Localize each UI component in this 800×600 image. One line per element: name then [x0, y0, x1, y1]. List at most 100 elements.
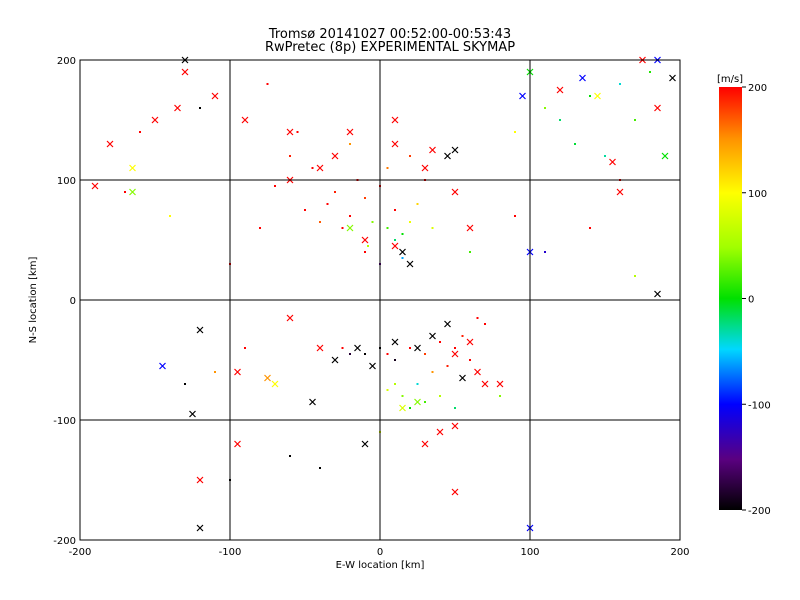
data-point: [319, 221, 321, 223]
data-point: [589, 95, 591, 97]
y-tick-label: 200: [57, 56, 76, 67]
data-point-cross: [264, 374, 271, 382]
colorbar-tick-label: -100: [748, 400, 771, 411]
data-point-cross: [609, 158, 616, 166]
data-point-cross: [556, 86, 564, 94]
data-point-cross: [429, 146, 436, 154]
y-axis-label: N-S location [km]: [28, 257, 39, 344]
data-point-cross: [174, 104, 181, 112]
data-point: [124, 191, 126, 193]
x-tick-label: 0: [377, 547, 383, 558]
colorbar-tick-label: -200: [748, 506, 771, 517]
data-point-cross: [211, 92, 219, 100]
y-tick-label: 100: [57, 176, 76, 187]
data-point: [274, 185, 276, 187]
data-point: [184, 383, 186, 385]
data-point-cross: [234, 440, 241, 448]
data-point-cross: [414, 398, 421, 406]
data-point-cross: [181, 68, 189, 76]
colorbar: [719, 87, 742, 510]
x-tick-label: 200: [670, 547, 689, 558]
data-point-cross: [654, 104, 661, 112]
data-point-cross: [399, 404, 406, 412]
chart-subtitle: RwPretec (8p) EXPERIMENTAL SKYMAP: [265, 40, 515, 55]
data-point-cross: [444, 152, 451, 160]
data-point-cross: [466, 224, 474, 232]
data-point-cross: [331, 152, 339, 160]
data-point-cross: [451, 488, 459, 496]
data-point: [514, 131, 516, 133]
data-point: [304, 209, 306, 211]
data-point: [341, 347, 344, 349]
grid-lines: [80, 60, 680, 540]
data-point-cross: [316, 344, 324, 352]
data-point: [139, 131, 141, 133]
data-point: [454, 347, 456, 349]
data-point: [559, 119, 561, 121]
x-tick-label: -200: [69, 547, 92, 558]
data-point-cross: [661, 152, 669, 160]
data-point-cross: [616, 188, 624, 196]
data-point: [544, 107, 546, 109]
data-point: [401, 395, 404, 397]
data-point: [394, 209, 396, 211]
data-point: [326, 203, 329, 205]
data-point-cross: [129, 188, 136, 196]
data-point: [199, 107, 201, 109]
data-point: [319, 467, 321, 469]
data-point: [401, 257, 404, 259]
data-points: [91, 56, 676, 532]
data-point: [514, 215, 516, 217]
data-point: [364, 251, 366, 253]
data-point-cross: [271, 380, 279, 388]
data-point: [349, 215, 351, 217]
data-point: [649, 71, 651, 73]
data-point-cross: [451, 146, 459, 154]
data-point-cross: [129, 164, 136, 172]
data-point: [386, 353, 389, 355]
data-point: [634, 119, 636, 121]
data-point: [334, 191, 336, 193]
data-point-cross: [594, 92, 601, 100]
data-point: [446, 365, 449, 367]
data-point-cross: [309, 398, 316, 406]
data-point-cross: [331, 356, 339, 364]
data-point: [409, 155, 411, 157]
data-point-cross: [436, 428, 444, 436]
colorbar-ticks: -200 -100 0 100 200: [742, 83, 771, 517]
data-point: [364, 197, 366, 199]
data-point: [424, 353, 426, 355]
data-point: [364, 353, 366, 355]
data-point-cross: [481, 380, 489, 388]
data-point: [409, 221, 411, 223]
data-point-cross: [406, 260, 414, 268]
data-point: [416, 203, 419, 205]
data-point-cross: [106, 140, 114, 148]
data-point-cross: [234, 368, 241, 376]
data-point: [439, 395, 441, 397]
data-point: [424, 401, 426, 403]
data-point: [401, 233, 404, 235]
data-point-cross: [496, 380, 504, 388]
data-point: [244, 347, 246, 349]
colorbar-label: [m/s]: [717, 74, 743, 85]
data-point: [289, 155, 291, 157]
y-tick-label: -200: [53, 536, 76, 547]
data-point: [416, 383, 419, 385]
data-point-cross: [369, 362, 376, 370]
data-point-cross: [421, 440, 429, 448]
data-point-cross: [451, 188, 459, 196]
data-point: [296, 131, 299, 133]
data-point: [574, 143, 576, 145]
data-point: [469, 251, 471, 253]
data-point: [409, 347, 411, 349]
data-point-cross: [669, 74, 676, 82]
data-point-cross: [399, 248, 406, 256]
data-point: [431, 227, 434, 229]
data-point-cross: [196, 476, 204, 484]
data-point-cross: [361, 440, 369, 448]
data-point: [169, 215, 171, 217]
colorbar-tick-label: 0: [748, 295, 754, 306]
data-point: [484, 323, 486, 325]
